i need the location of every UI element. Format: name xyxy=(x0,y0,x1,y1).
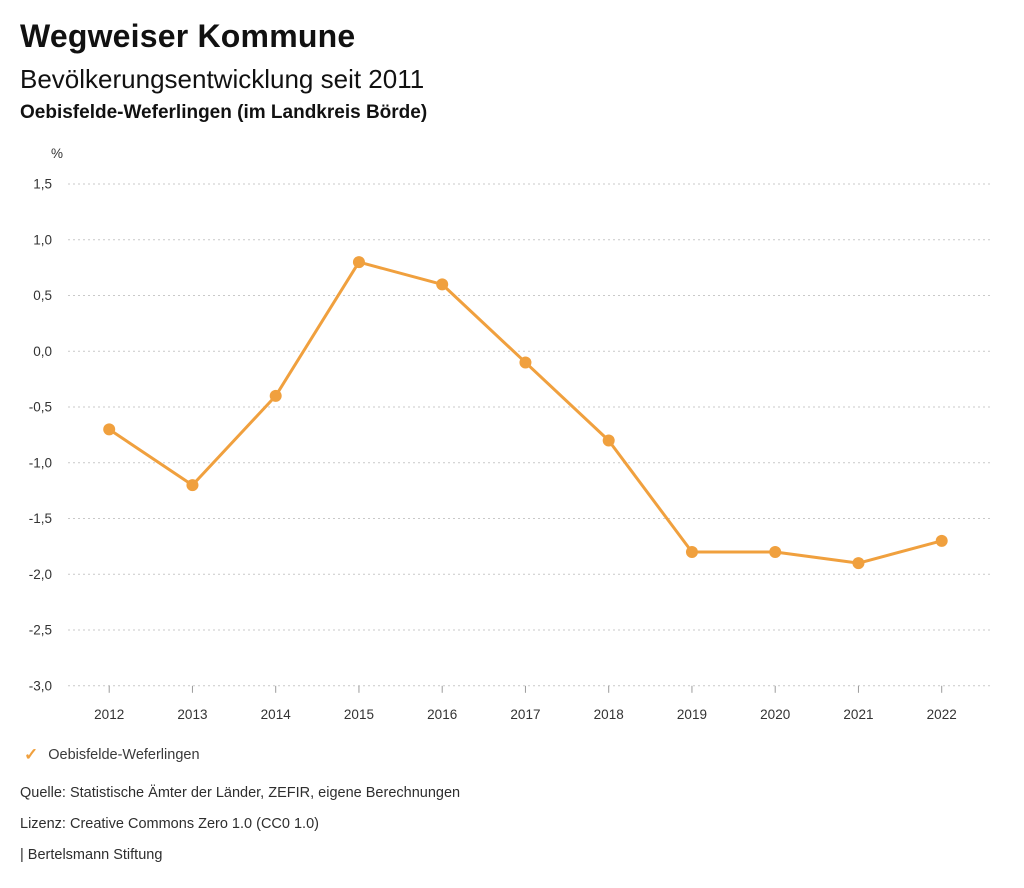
data-point[interactable] xyxy=(186,479,199,492)
x-axis-label: 2021 xyxy=(843,707,873,722)
chart-canvas: % 1,5 1,0 0,5 0,0 -0,5 -1,0 -1,5 -2,0 -2,5 -3,0 201… xyxy=(29,146,990,722)
data-point[interactable] xyxy=(935,534,948,547)
data-point[interactable] xyxy=(769,546,782,558)
x-axis-label: 2013 xyxy=(177,707,207,722)
legend-label: Oebisfelde-Weferlingen xyxy=(48,747,200,763)
x-axis-label: 2012 xyxy=(94,707,124,722)
y-axis-label: 1,5 xyxy=(33,177,52,192)
attribution-text: | Bertelsmann Stiftung xyxy=(20,847,163,863)
data-point[interactable] xyxy=(602,434,615,447)
license-text: Lizenz: Creative Commons Zero 1.0 (CC0 1… xyxy=(20,816,319,832)
legend-check-icon: ✓ xyxy=(24,745,39,764)
y-axis-label: -0,5 xyxy=(29,400,52,415)
data-point[interactable] xyxy=(352,256,365,269)
legend-item-oebisfelde-weferlingen[interactable]: ✓ Oebisfelde-Weferlingen xyxy=(24,745,200,765)
y-axis-label: -2,5 xyxy=(29,623,52,638)
y-axis-label: 1,0 xyxy=(33,232,52,247)
y-axis-label: -1,0 xyxy=(29,455,52,470)
series-line xyxy=(108,260,943,565)
x-axis-label: 2014 xyxy=(261,707,292,722)
y-axis-label: -2,0 xyxy=(29,567,52,582)
y-axis-label: 0,0 xyxy=(33,344,52,359)
y-axis-label: -1,5 xyxy=(29,511,52,526)
data-point[interactable] xyxy=(269,389,282,402)
data-point[interactable] xyxy=(103,423,116,436)
population-line-chart: % 1,5 1,0 0,5 0,0 -0,5 -1,0 -1,5 -2,0 -2,5 -3,0 201… xyxy=(0,140,1024,740)
y-axis-unit-label: % xyxy=(51,146,63,161)
y-axis-label: -3,0 xyxy=(29,678,52,693)
data-point[interactable] xyxy=(436,278,449,291)
page-title: Wegweiser Kommune xyxy=(20,18,356,54)
x-axis-label: 2019 xyxy=(677,707,707,722)
data-point[interactable] xyxy=(685,546,698,558)
x-axis-label: 2016 xyxy=(427,707,457,722)
chart-title: Bevölkerungsentwicklung seit 2011 xyxy=(20,64,425,94)
x-axis-label: 2018 xyxy=(594,707,624,722)
source-text: Quelle: Statistische Ämter der Länder, Z… xyxy=(20,785,461,801)
x-axis-label: 2020 xyxy=(760,707,790,722)
x-axis-label: 2022 xyxy=(927,707,957,722)
x-axis-label: 2017 xyxy=(510,707,540,722)
y-axis-label: 0,5 xyxy=(33,288,52,303)
x-axis-label: 2015 xyxy=(344,707,374,722)
chart-region-subtitle: Oebisfelde-Weferlingen (im Landkreis Bör… xyxy=(20,102,428,123)
data-point[interactable] xyxy=(852,557,865,570)
data-point[interactable] xyxy=(519,356,532,369)
